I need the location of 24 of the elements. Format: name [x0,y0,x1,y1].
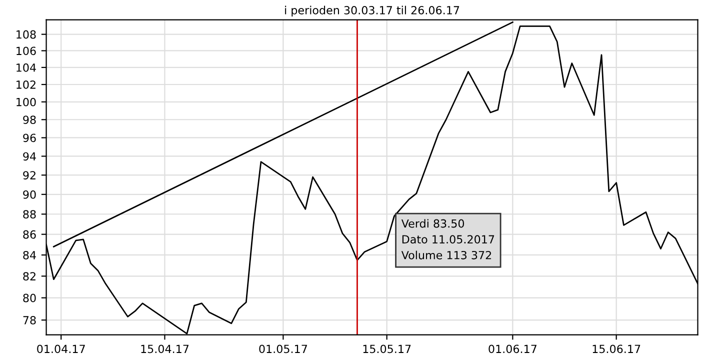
y-tick-label: 102 [16,80,36,89]
chart-title: i perioden 30.03.17 til 26.06.17 [285,6,460,17]
x-tick-label: 01.04.17 [37,344,85,354]
y-tick-label: 90 [23,190,36,199]
x-tick-label: 15.05.17 [363,344,411,354]
y-tick-label: 88 [23,210,36,219]
y-tick-label: 98 [23,116,36,124]
y-tick-label: 82 [23,272,36,281]
x-tick-label: 15.06.17 [592,344,640,354]
y-tick-label: 104 [16,63,36,72]
y-tick-label: 92 [23,171,36,180]
y-tick-label: 80 [23,294,36,302]
annotation: Verdi 83.50 Dato 11.05.2017 Volume 113 372 [401,219,494,260]
y-tick-label: 96 [23,134,36,142]
y-tick-label: 78 [23,316,36,324]
y-tick-label: 86 [23,230,36,239]
y-tick-label: 100 [16,98,36,106]
y-tick-label: 108 [16,30,36,39]
y-tick-label: 84 [23,250,36,260]
x-tick-label: 15.04.17 [141,344,189,354]
y-tick-label: 94 [23,152,36,161]
x-tick-label: 01.05.17 [259,344,307,354]
y-tick-label: 106 [16,46,36,56]
x-tick-label: 01.06.17 [488,344,536,354]
